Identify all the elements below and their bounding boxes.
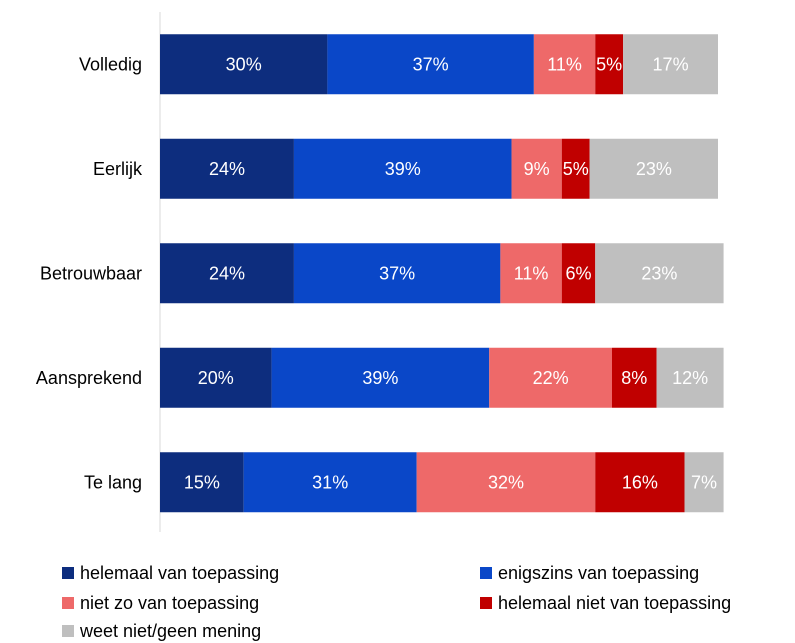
data-label: 9% [524,159,550,179]
data-label: 12% [672,368,708,388]
legend-item-enigszins-van-toepassing: enigszins van toepassing [480,562,699,584]
data-label: 5% [596,54,622,74]
data-label: 23% [636,159,672,179]
bar-segments [160,34,724,513]
legend-label: enigszins van toepassing [498,562,700,583]
bar-segment [595,243,724,304]
legend-swatch [62,567,74,579]
data-label: 39% [385,159,421,179]
data-label: 15% [184,472,220,492]
category-label: Volledig [79,54,142,74]
legend-item-helemaal-van-toepassing: helemaal van toepassing [62,562,279,584]
bar-segment [595,452,685,513]
data-label: 37% [379,263,415,283]
category-label: Aansprekend [36,368,142,388]
legend-item-helemaal-niet-van-toepassing: helemaal niet van toepassing [480,592,731,614]
bar-segment [160,34,328,95]
bar-segment [160,347,272,408]
stacked-bar-chart: Volledig Eerlijk Betrouwbaar Aansprekend Te … [36,12,724,532]
data-label: 11% [547,54,582,74]
data-label: 30% [226,54,262,74]
data-label: 24% [209,159,245,179]
data-label: 22% [533,368,569,388]
data-label: 11% [514,263,549,283]
legend-swatch [480,567,492,579]
data-label: 23% [641,263,677,283]
bar-segment [160,452,244,513]
bar-segment [416,452,596,513]
bar-segment [623,34,718,95]
bar-segment [595,34,624,95]
bar-segment [684,452,724,513]
data-label: 31% [312,472,348,492]
data-label: 39% [362,368,398,388]
legend: helemaal van toepassing enigszins van to… [62,562,795,643]
legend-item-weet-niet-geen-mening: weet niet/geen mening [62,620,261,642]
bar-segment [243,452,417,513]
legend-swatch [62,625,74,637]
bar-segment [500,243,562,304]
data-labels: 30% 37% 11% 5% 17% 24% 39% 9% 5% 23% 24% 37% 11% 6% 23… [184,54,717,492]
data-label: 5% [563,159,589,179]
bar-segment [489,347,612,408]
data-label: 6% [565,263,591,283]
bar-segment [160,138,294,199]
legend-label: helemaal van toepassing [80,562,280,583]
legend-swatch [62,597,74,609]
legend-label: niet zo van toepassing [80,592,260,613]
legend-label: helemaal niet van toepassing [498,592,732,613]
data-label: 7% [691,472,717,492]
bar-segment [656,347,724,408]
bar-segment [160,243,294,304]
bar-segment [327,34,534,95]
legend-label: weet niet/geen mening [80,620,262,641]
data-label: 24% [209,263,245,283]
category-label: Betrouwbaar [40,263,142,283]
bar-segment [293,243,501,304]
legend-swatch [480,597,492,609]
bar-segment [511,138,562,199]
bar-segment [533,34,596,95]
category-label: Te lang [84,472,142,492]
bar-segment [589,138,718,199]
bar-segment [611,347,657,408]
data-label: 16% [622,472,658,492]
bar-segment [293,138,512,199]
category-labels: Volledig Eerlijk Betrouwbaar Aansprekend Te … [36,54,143,492]
bar-segment [271,347,490,408]
bar-segment [561,243,596,304]
data-label: 17% [653,54,689,74]
legend-item-niet-zo-van-toepassing: niet zo van toepassing [62,592,259,614]
data-label: 32% [488,472,524,492]
data-label: 8% [621,368,647,388]
category-label: Eerlijk [93,159,143,179]
data-label: 20% [198,368,234,388]
data-label: 37% [413,54,449,74]
bar-segment [561,138,590,199]
